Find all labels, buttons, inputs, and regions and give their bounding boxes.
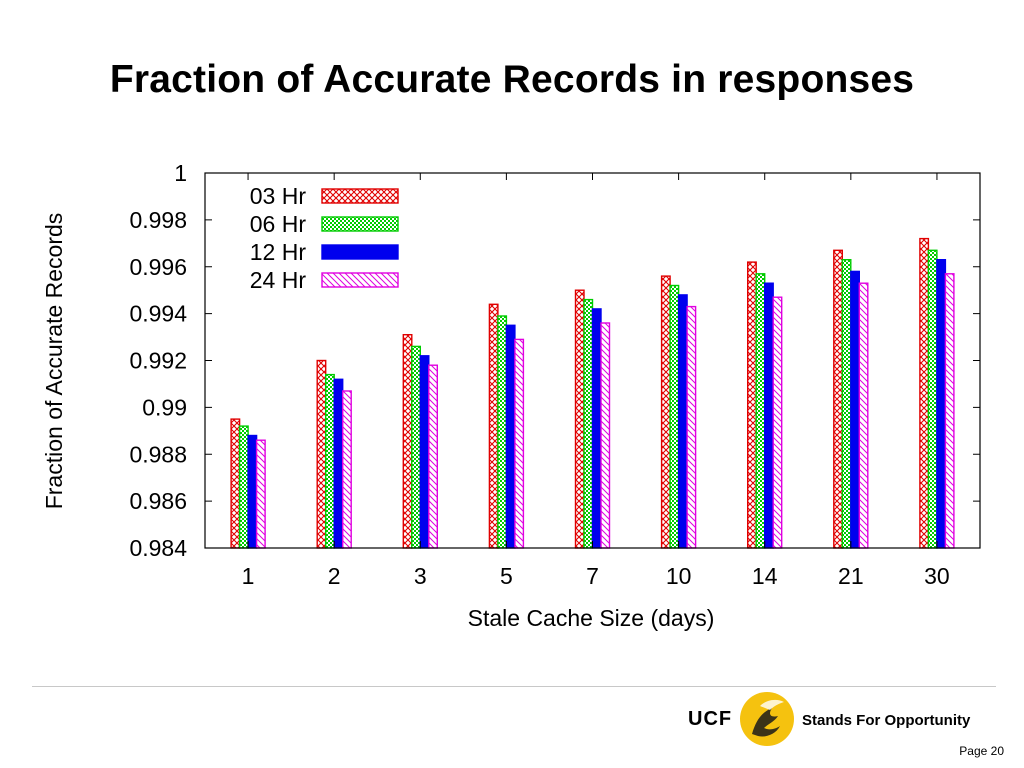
- slide-title: Fraction of Accurate Records in response…: [109, 58, 915, 101]
- bar-24hr-3: [428, 364, 438, 549]
- x-tick-label: 10: [666, 563, 692, 589]
- bar-24hr-10: [686, 305, 697, 549]
- tagline: Stands For Opportunity: [802, 712, 971, 729]
- bar-12hr-3: [419, 355, 430, 549]
- bar-12hr-2: [333, 378, 344, 549]
- bar-03hr-14: [747, 261, 757, 549]
- x-tick-label: 21: [838, 563, 864, 589]
- x-tick-label: 14: [752, 563, 778, 589]
- bar-chart: 0.984 0.986 0.988 0.99 0.992 0.994 0.996 0.998 1…: [41, 160, 981, 631]
- bar-06hr-1: [238, 425, 249, 549]
- axes-layer: 0.984 0.986 0.988 0.99 0.992 0.994 0.996 0.998 1…: [129, 160, 981, 589]
- bar-12hr-5: [505, 324, 516, 549]
- bar-24hr-7: [600, 322, 611, 549]
- bar-12hr-21: [850, 270, 860, 549]
- legend-swatch: [321, 216, 399, 232]
- legend-swatch: [321, 244, 399, 260]
- bar-03hr-7: [574, 289, 585, 549]
- y-tick-label: 0.986: [129, 488, 187, 514]
- legend-swatch: [321, 272, 399, 288]
- bar-12hr-7: [591, 308, 602, 549]
- x-tick-label: 1: [242, 563, 255, 589]
- bar-12hr-10: [677, 294, 688, 549]
- bar-12hr-30: [936, 259, 947, 549]
- legend-label: 24 Hr: [250, 267, 307, 293]
- legend-label: 03 Hr: [250, 183, 307, 209]
- bar-06hr-7: [583, 298, 594, 549]
- bar-03hr-3: [402, 334, 413, 549]
- y-axis-label: Fraction of Accurate Records: [41, 213, 67, 510]
- bar-06hr-14: [755, 273, 766, 549]
- legend-label: 12 Hr: [250, 239, 307, 265]
- bar-12hr-14: [764, 282, 774, 549]
- bar-06hr-2: [325, 373, 335, 549]
- bar-03hr-21: [833, 249, 843, 549]
- footer-divider: [32, 686, 996, 687]
- y-tick-label: 0.992: [129, 348, 187, 374]
- bar-24hr-2: [342, 390, 352, 549]
- x-axis-label: Stale Cache Size (days): [468, 605, 715, 631]
- bar-06hr-30: [927, 249, 938, 549]
- y-tick-label: 0.984: [129, 535, 187, 561]
- bar-06hr-5: [497, 315, 508, 549]
- y-tick-label: 0.99: [142, 394, 187, 420]
- bar-06hr-10: [669, 284, 680, 549]
- y-tick-label: 0.998: [129, 207, 187, 233]
- x-tick-label: 2: [328, 563, 341, 589]
- bar-03hr-30: [919, 237, 930, 549]
- pegasus-icon: [740, 692, 794, 746]
- x-tick-label: 30: [924, 563, 950, 589]
- x-tick-label: 7: [586, 563, 599, 589]
- bar-24hr-1: [255, 439, 266, 549]
- bar-03hr-5: [488, 303, 499, 549]
- y-tick-label: 1: [174, 160, 187, 186]
- bar-03hr-1: [230, 418, 241, 549]
- legend-swatch: [321, 188, 399, 204]
- page-number: Page 20: [959, 744, 1004, 758]
- ucf-wordmark: UCF: [688, 708, 733, 730]
- bar-03hr-10: [660, 275, 671, 549]
- legend-label: 06 Hr: [250, 211, 307, 237]
- bar-24hr-30: [944, 273, 955, 549]
- bar-24hr-14: [772, 296, 783, 549]
- bar-24hr-21: [858, 282, 869, 549]
- bar-12hr-1: [247, 434, 258, 549]
- x-tick-label: 3: [414, 563, 427, 589]
- x-tick-label: 5: [500, 563, 513, 589]
- bar-06hr-3: [411, 345, 421, 549]
- bar-24hr-5: [514, 338, 525, 549]
- y-tick-label: 0.994: [129, 301, 187, 327]
- bar-03hr-2: [316, 359, 327, 549]
- y-tick-label: 0.988: [129, 441, 187, 467]
- ucf-logo: UCF Stands For Opportunity: [688, 690, 1008, 748]
- y-tick-label: 0.996: [129, 254, 187, 280]
- bar-06hr-21: [841, 259, 852, 549]
